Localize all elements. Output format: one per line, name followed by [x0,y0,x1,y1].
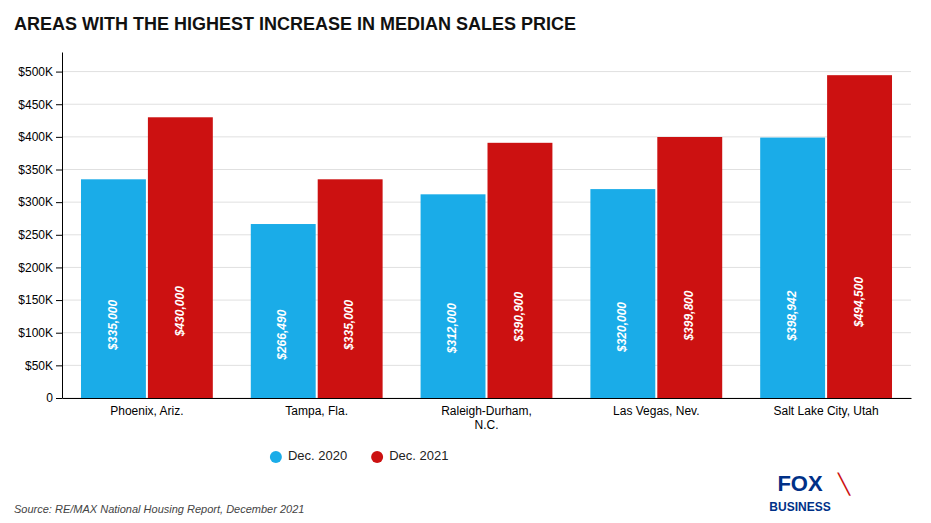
tick-mark [56,300,62,301]
data-label: $312,000 [445,303,459,354]
tick: $150K [18,293,62,307]
tick-label: 0 [46,391,53,405]
bar [760,138,825,398]
tick: Las Vegas, Nev. [613,404,700,418]
logo-subtext: BUSINESS [769,500,830,514]
legend: Dec. 2020 Dec. 2021 [270,448,449,463]
data-label: $398,942 [785,290,799,341]
data-label: $320,000 [615,302,629,353]
axis-line [63,398,912,399]
title: AREAS WITH THE HIGHEST INCREASE IN MEDIA… [14,14,576,34]
tick: Raleigh-Durham,N.C. [441,404,532,432]
tick: $400K [18,130,62,144]
tick-mark [56,398,62,399]
tick: $500K [18,65,62,79]
bars [81,75,892,398]
source-text: Source: RE/MAX National Housing Report, … [14,503,304,515]
tick-label: $500K [18,65,53,79]
data-label: $390,900 [512,291,526,342]
bar [81,179,146,398]
tick: $250K [18,228,62,242]
tick-mark [56,267,62,268]
tick-mark [56,170,62,171]
tick-mark [56,72,62,73]
tick-label: Tampa, Fla. [285,404,348,418]
bar [148,117,213,398]
legend-swatch [371,451,383,463]
tick: $350K [18,163,62,177]
tick-mark [56,202,62,203]
data-label: $494,500 [852,277,866,328]
tick-label-line: Raleigh-Durham, [441,404,532,418]
data-label: $399,800 [682,290,696,341]
tick: Phoenix, Ariz. [110,404,183,418]
bar [251,224,316,398]
legend-label: Dec. 2021 [389,448,448,463]
grid-line [62,104,911,105]
tick-label-line: Phoenix, Ariz. [110,404,183,418]
bar [318,179,383,398]
tick-mark [56,235,62,236]
tick-label: $50K [25,359,53,373]
tick-mark [56,365,62,366]
tick-label: $400K [18,130,53,144]
grid [62,72,911,398]
data-labels: $335,000 $266,490 $312,000 $320,000 $398,942… [106,277,866,361]
tick: 0 [46,391,62,405]
tick-label: $350K [18,163,53,177]
data-label: $335,000 [342,300,356,351]
y-axis: 0 $50K $100K $150K $200K $250K $300K $350K $400K… [18,53,62,406]
legend-label: Dec. 2020 [288,448,347,463]
tick-label-line: Salt Lake City, Utah [774,404,879,418]
tick-label: $450K [18,98,53,112]
bar [488,143,553,398]
x-axis: Phoenix, Ariz. Tampa, Fla. Raleigh-Durham,… [63,399,912,432]
tick-label-line: N.C. [475,418,499,432]
tick-label: $150K [18,293,53,307]
bar-series [148,75,892,398]
legend-item: Dec. 2021 [371,448,448,463]
tick: $300K [18,195,62,209]
chart-container: AREAS WITH THE HIGHEST INCREASE IN MEDIA… [0,0,931,523]
bar [827,75,892,398]
tick-label: Raleigh-Durham,N.C. [441,404,532,432]
tick-label: Las Vegas, Nev. [613,404,700,418]
legend-swatch [270,451,282,463]
axis-line [62,53,63,399]
tick-label: $300K [18,195,53,209]
grid-line [62,71,911,72]
tick-mark [56,333,62,334]
tick-mark [56,104,62,105]
bar [590,189,655,398]
legend-item: Dec. 2020 [270,448,347,463]
tick: $200K [18,261,62,275]
tick: $50K [25,359,62,373]
tick-label-line: Tampa, Fla. [285,404,348,418]
tick-label: Phoenix, Ariz. [110,404,183,418]
tick: Salt Lake City, Utah [774,404,879,418]
data-label: $430,000 [173,286,187,337]
logo-mark: ╲ [837,472,851,496]
tick: Tampa, Fla. [285,404,348,418]
tick-label: $200K [18,261,53,275]
data-label: $266,490 [275,309,289,360]
data-label: $335,000 [106,300,120,351]
tick-label: $250K [18,228,53,242]
tick: $100K [18,326,62,340]
tick: $450K [18,98,62,112]
tick-label: Salt Lake City, Utah [774,404,879,418]
tick-mark [56,137,62,138]
tick-label: $100K [18,326,53,340]
logo-text: FOX [777,471,823,496]
bar [421,194,486,398]
bar [657,137,722,398]
chart-svg: AREAS WITH THE HIGHEST INCREASE IN MEDIA… [0,0,931,523]
tick-label-line: Las Vegas, Nev. [613,404,700,418]
